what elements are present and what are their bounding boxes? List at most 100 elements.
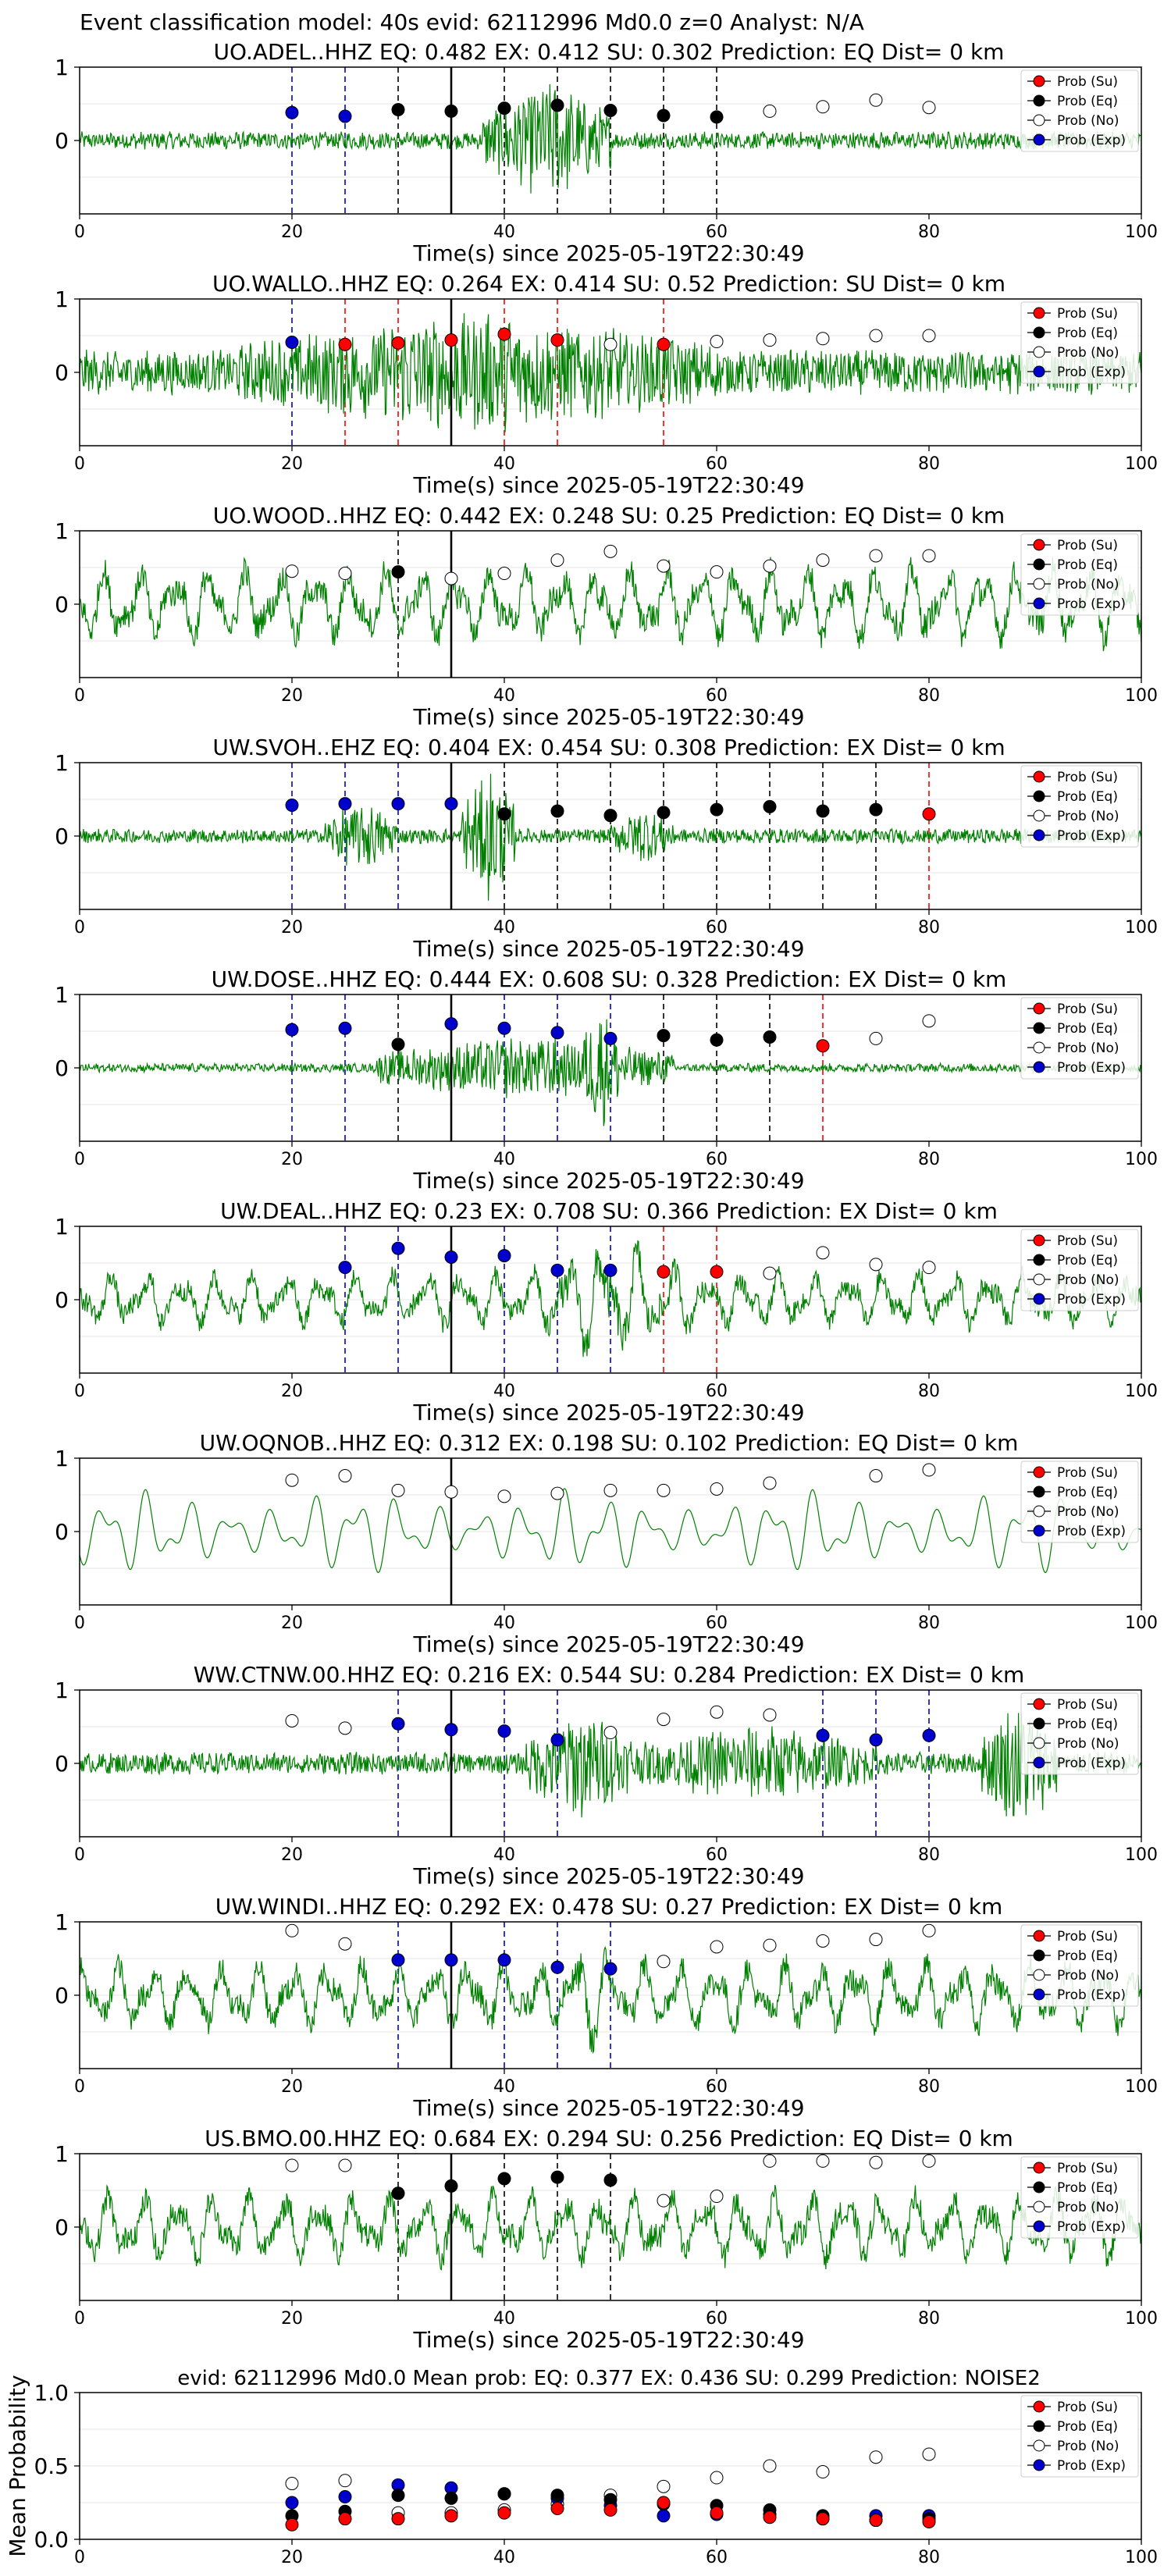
prob-point-exp [285, 105, 299, 119]
y-tick-label: 1 [55, 518, 69, 544]
prob-point-exp [444, 1723, 458, 1737]
legend-marker-exp [1033, 1756, 1045, 1769]
y-tick-label: 0 [55, 1519, 69, 1545]
prob-point-su [338, 337, 352, 351]
legend-label-eq: Prob (Eq) [1057, 789, 1118, 805]
x-tick-label: 20 [281, 454, 303, 474]
prob-point-eq [444, 2179, 458, 2193]
prob-point-no [869, 2155, 883, 2169]
prob-point-eq [497, 807, 511, 821]
legend-marker-exp [1033, 829, 1045, 841]
x-tick-label: 80 [918, 454, 940, 474]
panel-title: UW.DOSE..HHZ EQ: 0.444 EX: 0.608 SU: 0.3… [212, 966, 1007, 992]
x-axis-label: Time(s) since 2025-05-19T22:30:49 [412, 240, 804, 266]
x-tick-label: 100 [1125, 222, 1158, 242]
legend-label-su: Prob (Su) [1057, 1929, 1118, 1944]
mean-point-su [338, 2512, 352, 2526]
x-tick-label: 80 [918, 1382, 940, 1401]
mean-point-su [497, 2506, 511, 2520]
waveform-trace [79, 2184, 1142, 2271]
prob-point-no [816, 553, 830, 568]
mean-point-exp [285, 2496, 299, 2510]
legend-marker-no [1033, 346, 1045, 358]
panel-6: UW.OQNOB..HHZ EQ: 0.312 EX: 0.198 SU: 0.… [55, 1430, 1158, 1657]
prob-point-eq [603, 103, 618, 117]
prob-point-eq [657, 109, 671, 123]
mean-point-su [603, 2503, 618, 2517]
prob-point-exp [444, 797, 458, 811]
x-tick-label: 60 [706, 222, 728, 242]
legend-marker-no [1033, 1969, 1045, 1981]
x-tick-label: 40 [493, 2309, 515, 2329]
prob-point-su [922, 807, 936, 821]
x-tick-label: 20 [281, 1150, 303, 1169]
prob-point-no [338, 567, 352, 581]
prob-point-no [497, 1489, 511, 1503]
x-tick-label: 60 [706, 1150, 728, 1169]
x-tick-label: 100 [1125, 1614, 1158, 1633]
x-tick-label: 40 [493, 222, 515, 242]
legend-marker-exp [1033, 2459, 1045, 2471]
legend-marker-eq [1033, 2181, 1045, 2194]
x-tick-label: 40 [493, 454, 515, 474]
x-tick-label: 60 [706, 2548, 728, 2567]
legend-label-no: Prob (No) [1057, 1272, 1119, 1288]
x-tick-label: 0 [74, 1382, 85, 1401]
y-tick-label: 1 [55, 55, 69, 80]
y-tick-label: 1 [55, 1909, 69, 1935]
legend-marker-su [1033, 1930, 1045, 1942]
prob-point-eq [391, 103, 405, 117]
x-tick-label: 80 [918, 918, 940, 938]
prob-point-eq [603, 2173, 618, 2187]
legend-label-eq: Prob (Eq) [1057, 2180, 1118, 2196]
legend-box [1020, 1692, 1139, 1775]
legend-label-su: Prob (Su) [1057, 2400, 1118, 2415]
prob-point-no [763, 1266, 777, 1280]
legend-label-no: Prob (No) [1057, 1504, 1119, 1520]
x-tick-label: 0 [74, 454, 85, 474]
x-tick-label: 80 [918, 2309, 940, 2329]
legend-label-su: Prob (Su) [1057, 2161, 1118, 2176]
prob-point-exp [338, 1261, 352, 1275]
x-tick-label: 80 [918, 1614, 940, 1633]
mean-point-no [816, 2465, 830, 2479]
legend-marker-exp [1033, 1988, 1045, 2001]
y-tick-label: 0 [55, 128, 69, 154]
x-axis-label: Time(s) since 2025-05-19T22:30:49 [412, 2327, 804, 2353]
panel-title: evid: 62112996 Md0.0 Mean prob: EQ: 0.37… [177, 2367, 1041, 2390]
prob-point-no [603, 544, 618, 558]
prob-point-no [869, 549, 883, 563]
prob-point-su [550, 333, 564, 347]
prob-point-exp [869, 1733, 883, 1747]
legend-marker-eq [1033, 326, 1045, 339]
legend-marker-su [1033, 75, 1045, 87]
prob-point-no [657, 1955, 671, 1969]
mean-point-su [657, 2496, 671, 2510]
prob-point-no [922, 1014, 936, 1028]
prob-point-eq [391, 2186, 405, 2201]
x-tick-label: 80 [918, 222, 940, 242]
legend-marker-su [1033, 770, 1045, 783]
legend-label-no: Prob (No) [1057, 1968, 1119, 1984]
legend-label-no: Prob (No) [1057, 809, 1119, 824]
panel-9: US.BMO.00.HHZ EQ: 0.684 EX: 0.294 SU: 0.… [55, 2126, 1158, 2353]
panel-10: evid: 62112996 Md0.0 Mean prob: EQ: 0.37… [5, 2367, 1158, 2567]
prob-point-exp [497, 1249, 511, 1263]
panels: UO.ADEL..HHZ EQ: 0.482 EX: 0.412 SU: 0.3… [5, 39, 1158, 2567]
prob-point-eq [603, 809, 618, 823]
prob-point-no [710, 1940, 724, 1954]
legend-marker-su [1033, 307, 1045, 319]
legend-marker-no [1033, 578, 1045, 590]
legend-marker-exp [1033, 1061, 1045, 1073]
prob-point-exp [444, 1017, 458, 1031]
prob-point-su [391, 336, 405, 350]
prob-point-no [497, 567, 511, 581]
legend-label-no: Prob (No) [1057, 113, 1119, 129]
prob-point-exp [338, 797, 352, 811]
panel-title: WW.CTNW.00.HHZ EQ: 0.216 EX: 0.544 SU: 0… [194, 1662, 1024, 1688]
prob-point-eq [816, 804, 830, 818]
y-axis-label: Mean Probability [5, 2375, 30, 2556]
legend-marker-no [1033, 809, 1045, 822]
x-tick-label: 80 [918, 1150, 940, 1169]
